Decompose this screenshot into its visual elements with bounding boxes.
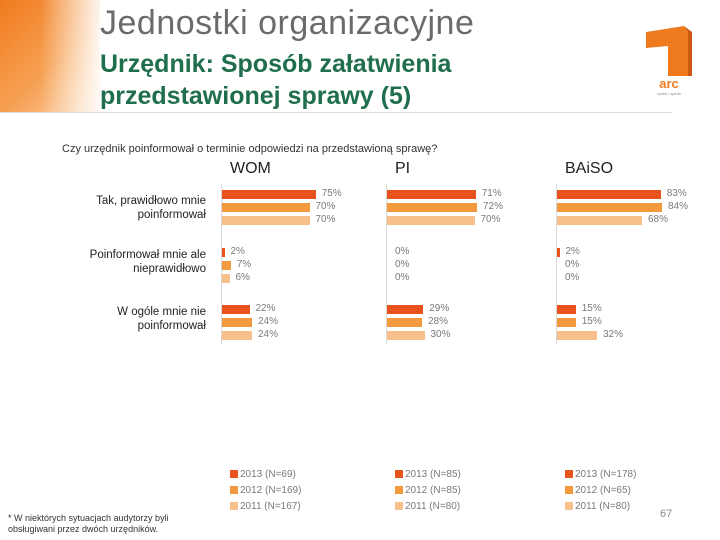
value-label-baiso-2011-row1: 68% bbox=[648, 214, 669, 225]
legend-swatch bbox=[395, 470, 403, 479]
row-label-3: W ogóle mnie nie poinformował bbox=[117, 306, 206, 332]
value-label-wom-2012-row3: 24% bbox=[258, 316, 279, 327]
legend-label: 2012 (N=65) bbox=[575, 485, 631, 496]
value-label-pi-2012-row3: 28% bbox=[428, 316, 449, 327]
header-background bbox=[0, 0, 100, 112]
legend-swatch bbox=[395, 486, 403, 495]
bar-wom-2011-row3 bbox=[222, 331, 252, 340]
bar-baiso-2012-row1 bbox=[557, 203, 662, 212]
subtitle-line-1: Urzędnik: Sposób załatwienia bbox=[100, 50, 452, 78]
arc-logo-icon: arc rynek i opinia bbox=[646, 26, 692, 96]
page-number: 67 bbox=[660, 508, 673, 520]
legend-swatch bbox=[230, 486, 238, 495]
legend-swatch bbox=[565, 486, 573, 495]
legend-swatch bbox=[565, 502, 573, 511]
legend-swatch bbox=[395, 502, 403, 511]
axis-line-pi bbox=[386, 184, 387, 344]
bar-pi-2012-row1 bbox=[387, 203, 477, 212]
bar-baiso-2012-row3 bbox=[557, 318, 576, 327]
bar-baiso-2011-row3 bbox=[557, 331, 597, 340]
legend-item-wom-2012: 2012 (N=169) bbox=[230, 485, 301, 497]
survey-question: Czy urzędnik poinformował o terminie odp… bbox=[62, 143, 438, 155]
value-label-pi-2013-row2: 0% bbox=[395, 246, 410, 257]
value-label-baiso-2012-row3: 15% bbox=[581, 316, 602, 327]
value-label-baiso-2013-row3: 15% bbox=[581, 303, 602, 314]
legend-label: 2011 (N=167) bbox=[240, 501, 301, 512]
row-label-2: Poinformował mnie ale nieprawidłowo bbox=[89, 249, 206, 275]
value-label-baiso-2013-row1: 83% bbox=[666, 188, 687, 199]
legend-item-wom-2013: 2013 (N=69) bbox=[230, 469, 296, 481]
value-label-pi-2012-row1: 72% bbox=[483, 201, 504, 212]
value-label-wom-2013-row3: 22% bbox=[255, 303, 276, 314]
legend-label: 2013 (N=178) bbox=[575, 469, 637, 480]
value-label-baiso-2012-row2: 0% bbox=[565, 259, 580, 270]
legend-label: 2012 (N=169) bbox=[240, 485, 302, 496]
value-label-pi-2011-row3: 30% bbox=[430, 329, 451, 340]
bar-baiso-2013-row3 bbox=[557, 305, 576, 314]
bar-wom-2011-row2 bbox=[222, 274, 230, 283]
subtitle-line-2: przedstawionej sprawy (5) bbox=[100, 82, 412, 110]
bar-wom-2013-row1 bbox=[222, 190, 316, 199]
group-title-pi: PI bbox=[395, 160, 411, 177]
legend-label: 2013 (N=69) bbox=[240, 469, 296, 480]
axis-line-wom bbox=[221, 184, 222, 344]
bar-wom-2012-row1 bbox=[222, 203, 310, 212]
value-label-pi-2013-row1: 71% bbox=[481, 188, 502, 199]
bar-baiso-2011-row1 bbox=[557, 216, 642, 225]
legend-item-pi-2013: 2013 (N=85) bbox=[395, 469, 461, 481]
legend-item-wom-2011: 2011 (N=167) bbox=[230, 501, 301, 513]
legend-swatch bbox=[230, 470, 238, 479]
bar-wom-2013-row2 bbox=[222, 248, 225, 257]
group-title-wom: WOM bbox=[230, 160, 271, 177]
bar-baiso-2013-row2 bbox=[557, 248, 560, 257]
bar-pi-2012-row3 bbox=[387, 318, 422, 327]
bar-baiso-2013-row1 bbox=[557, 190, 661, 199]
value-label-baiso-2011-row2: 0% bbox=[565, 272, 580, 283]
value-label-wom-2011-row3: 24% bbox=[258, 329, 279, 340]
bar-pi-2013-row3 bbox=[387, 305, 424, 314]
page-subtitle: Urzędnik: Sposób załatwienia przedstawio… bbox=[100, 48, 451, 112]
value-label-wom-2013-row2: 2% bbox=[230, 246, 245, 257]
footnote: * W niektórych sytuacjach audytorzy byli… bbox=[8, 513, 169, 534]
bar-wom-2012-row3 bbox=[222, 318, 252, 327]
value-label-baiso-2011-row3: 32% bbox=[603, 329, 624, 340]
legend-label: 2012 (N=85) bbox=[405, 485, 461, 496]
page-title: Jednostki organizacyjne bbox=[100, 4, 475, 42]
bar-wom-2012-row2 bbox=[222, 261, 231, 270]
value-label-pi-2012-row2: 0% bbox=[395, 259, 410, 270]
legend-label: 2011 (N=80) bbox=[575, 501, 631, 512]
logo-subtext: rynek i opinia bbox=[657, 91, 681, 96]
legend-item-pi-2011: 2011 (N=80) bbox=[395, 501, 460, 513]
axis-line-baiso bbox=[556, 184, 557, 344]
value-label-pi-2013-row3: 29% bbox=[429, 303, 450, 314]
bar-pi-2011-row3 bbox=[387, 331, 425, 340]
row-label-1: Tak, prawidłowo mnie poinformował bbox=[96, 195, 206, 221]
bar-pi-2013-row1 bbox=[387, 190, 476, 199]
value-label-wom-2011-row2: 6% bbox=[235, 272, 250, 283]
header-divider bbox=[0, 112, 672, 113]
value-label-wom-2011-row1: 70% bbox=[315, 214, 336, 225]
group-title-baiso: BAiSO bbox=[565, 160, 614, 177]
logo-text: arc bbox=[659, 76, 679, 91]
legend-item-baiso-2011: 2011 (N=80) bbox=[565, 501, 630, 513]
bar-wom-2011-row1 bbox=[222, 216, 310, 225]
bar-wom-2013-row3 bbox=[222, 305, 250, 314]
value-label-wom-2012-row2: 7% bbox=[236, 259, 252, 270]
legend-item-pi-2012: 2012 (N=85) bbox=[395, 485, 461, 497]
value-label-baiso-2013-row2: 2% bbox=[565, 246, 580, 257]
legend-item-baiso-2013: 2013 (N=178) bbox=[565, 469, 636, 481]
bar-pi-2011-row1 bbox=[387, 216, 475, 225]
legend-item-baiso-2012: 2012 (N=65) bbox=[565, 485, 631, 497]
value-label-wom-2012-row1: 70% bbox=[315, 201, 336, 212]
legend-label: 2013 (N=85) bbox=[405, 469, 461, 480]
value-label-wom-2013-row1: 75% bbox=[321, 188, 342, 199]
legend-label: 2011 (N=80) bbox=[405, 501, 461, 512]
legend-swatch bbox=[230, 502, 238, 511]
value-label-baiso-2012-row1: 84% bbox=[668, 201, 689, 212]
value-label-pi-2011-row1: 70% bbox=[480, 214, 501, 225]
legend-swatch bbox=[565, 470, 573, 479]
value-label-pi-2011-row2: 0% bbox=[395, 272, 410, 283]
